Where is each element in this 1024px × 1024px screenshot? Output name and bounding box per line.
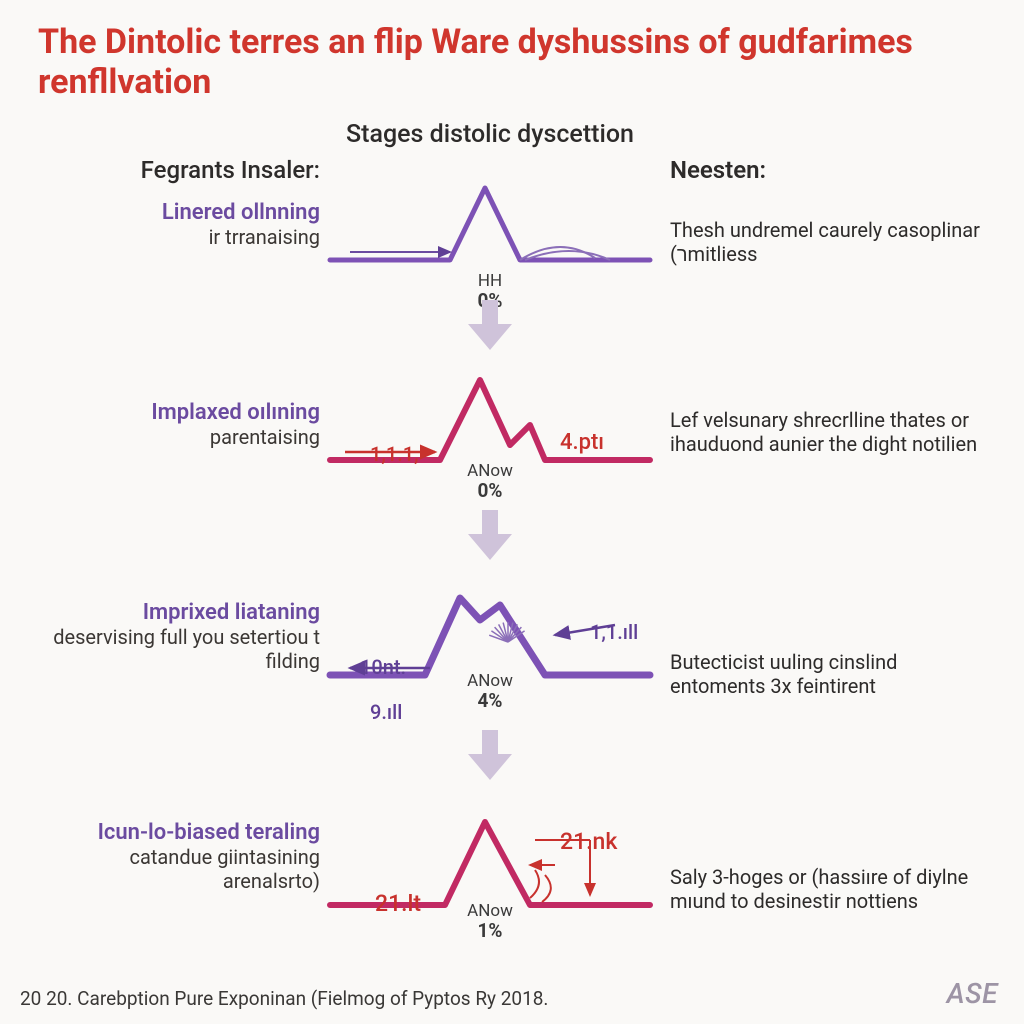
wave-annotation: 1,1.1,: [370, 442, 419, 466]
stage-right-text: Butecticist uuling cinslind entoments 3x…: [670, 650, 990, 699]
stage-row: Linered ollnning ir trranaising HH 0% Th…: [0, 170, 1024, 370]
stage-right-text: Saly 3-hoges or (hassiıre of diylne mıun…: [670, 865, 990, 914]
stage-left-label: Icun-lo-biased teraling catandue giintas…: [30, 820, 320, 893]
wave-annotation: 21.lt: [375, 890, 421, 917]
brand-mark: ASE: [947, 977, 998, 1010]
stage-right-text: Thesh undremel caurely casoplinar (רmitl…: [670, 218, 990, 267]
stage-left-label: Linered ollnning ir trranaising: [30, 200, 320, 250]
flow-arrow-icon: [468, 510, 512, 560]
footer-citation: 20 20. Carebption Pure Exponinan (Fielmo…: [20, 987, 548, 1010]
page-title: The Dintolic terres an flip Ware dyshuss…: [38, 22, 918, 102]
wave-annotation: 4.ptı: [560, 430, 604, 455]
stage-right-text: Lef velsunary shrecrlline thates or ihau…: [670, 408, 990, 457]
stage-row: Imprixed liataning deservising full you …: [0, 580, 1024, 780]
flow-arrow-icon: [468, 300, 512, 350]
stage-row: Icun-lo-biased teraling catandue giintas…: [0, 810, 1024, 1010]
wave-annotation: 10nt.: [360, 655, 406, 679]
wave-annotation: 9.ıll: [370, 700, 402, 724]
stage-left-label: Imprixed liataning deservising full you …: [30, 600, 320, 673]
flow-arrow-icon: [468, 730, 512, 780]
stage-row: Implaxed oılıning parentaising ANow 0% L…: [0, 370, 1024, 570]
wave-annotation: 21.nk: [560, 828, 617, 855]
stage-under-label: ANow 0%: [330, 462, 650, 502]
stages-header: Stages distolic dyscettion: [330, 120, 650, 149]
wave-annotation: 1,1.ıll: [590, 620, 638, 644]
stage-left-label: Implaxed oılıning parentaising: [30, 400, 320, 450]
